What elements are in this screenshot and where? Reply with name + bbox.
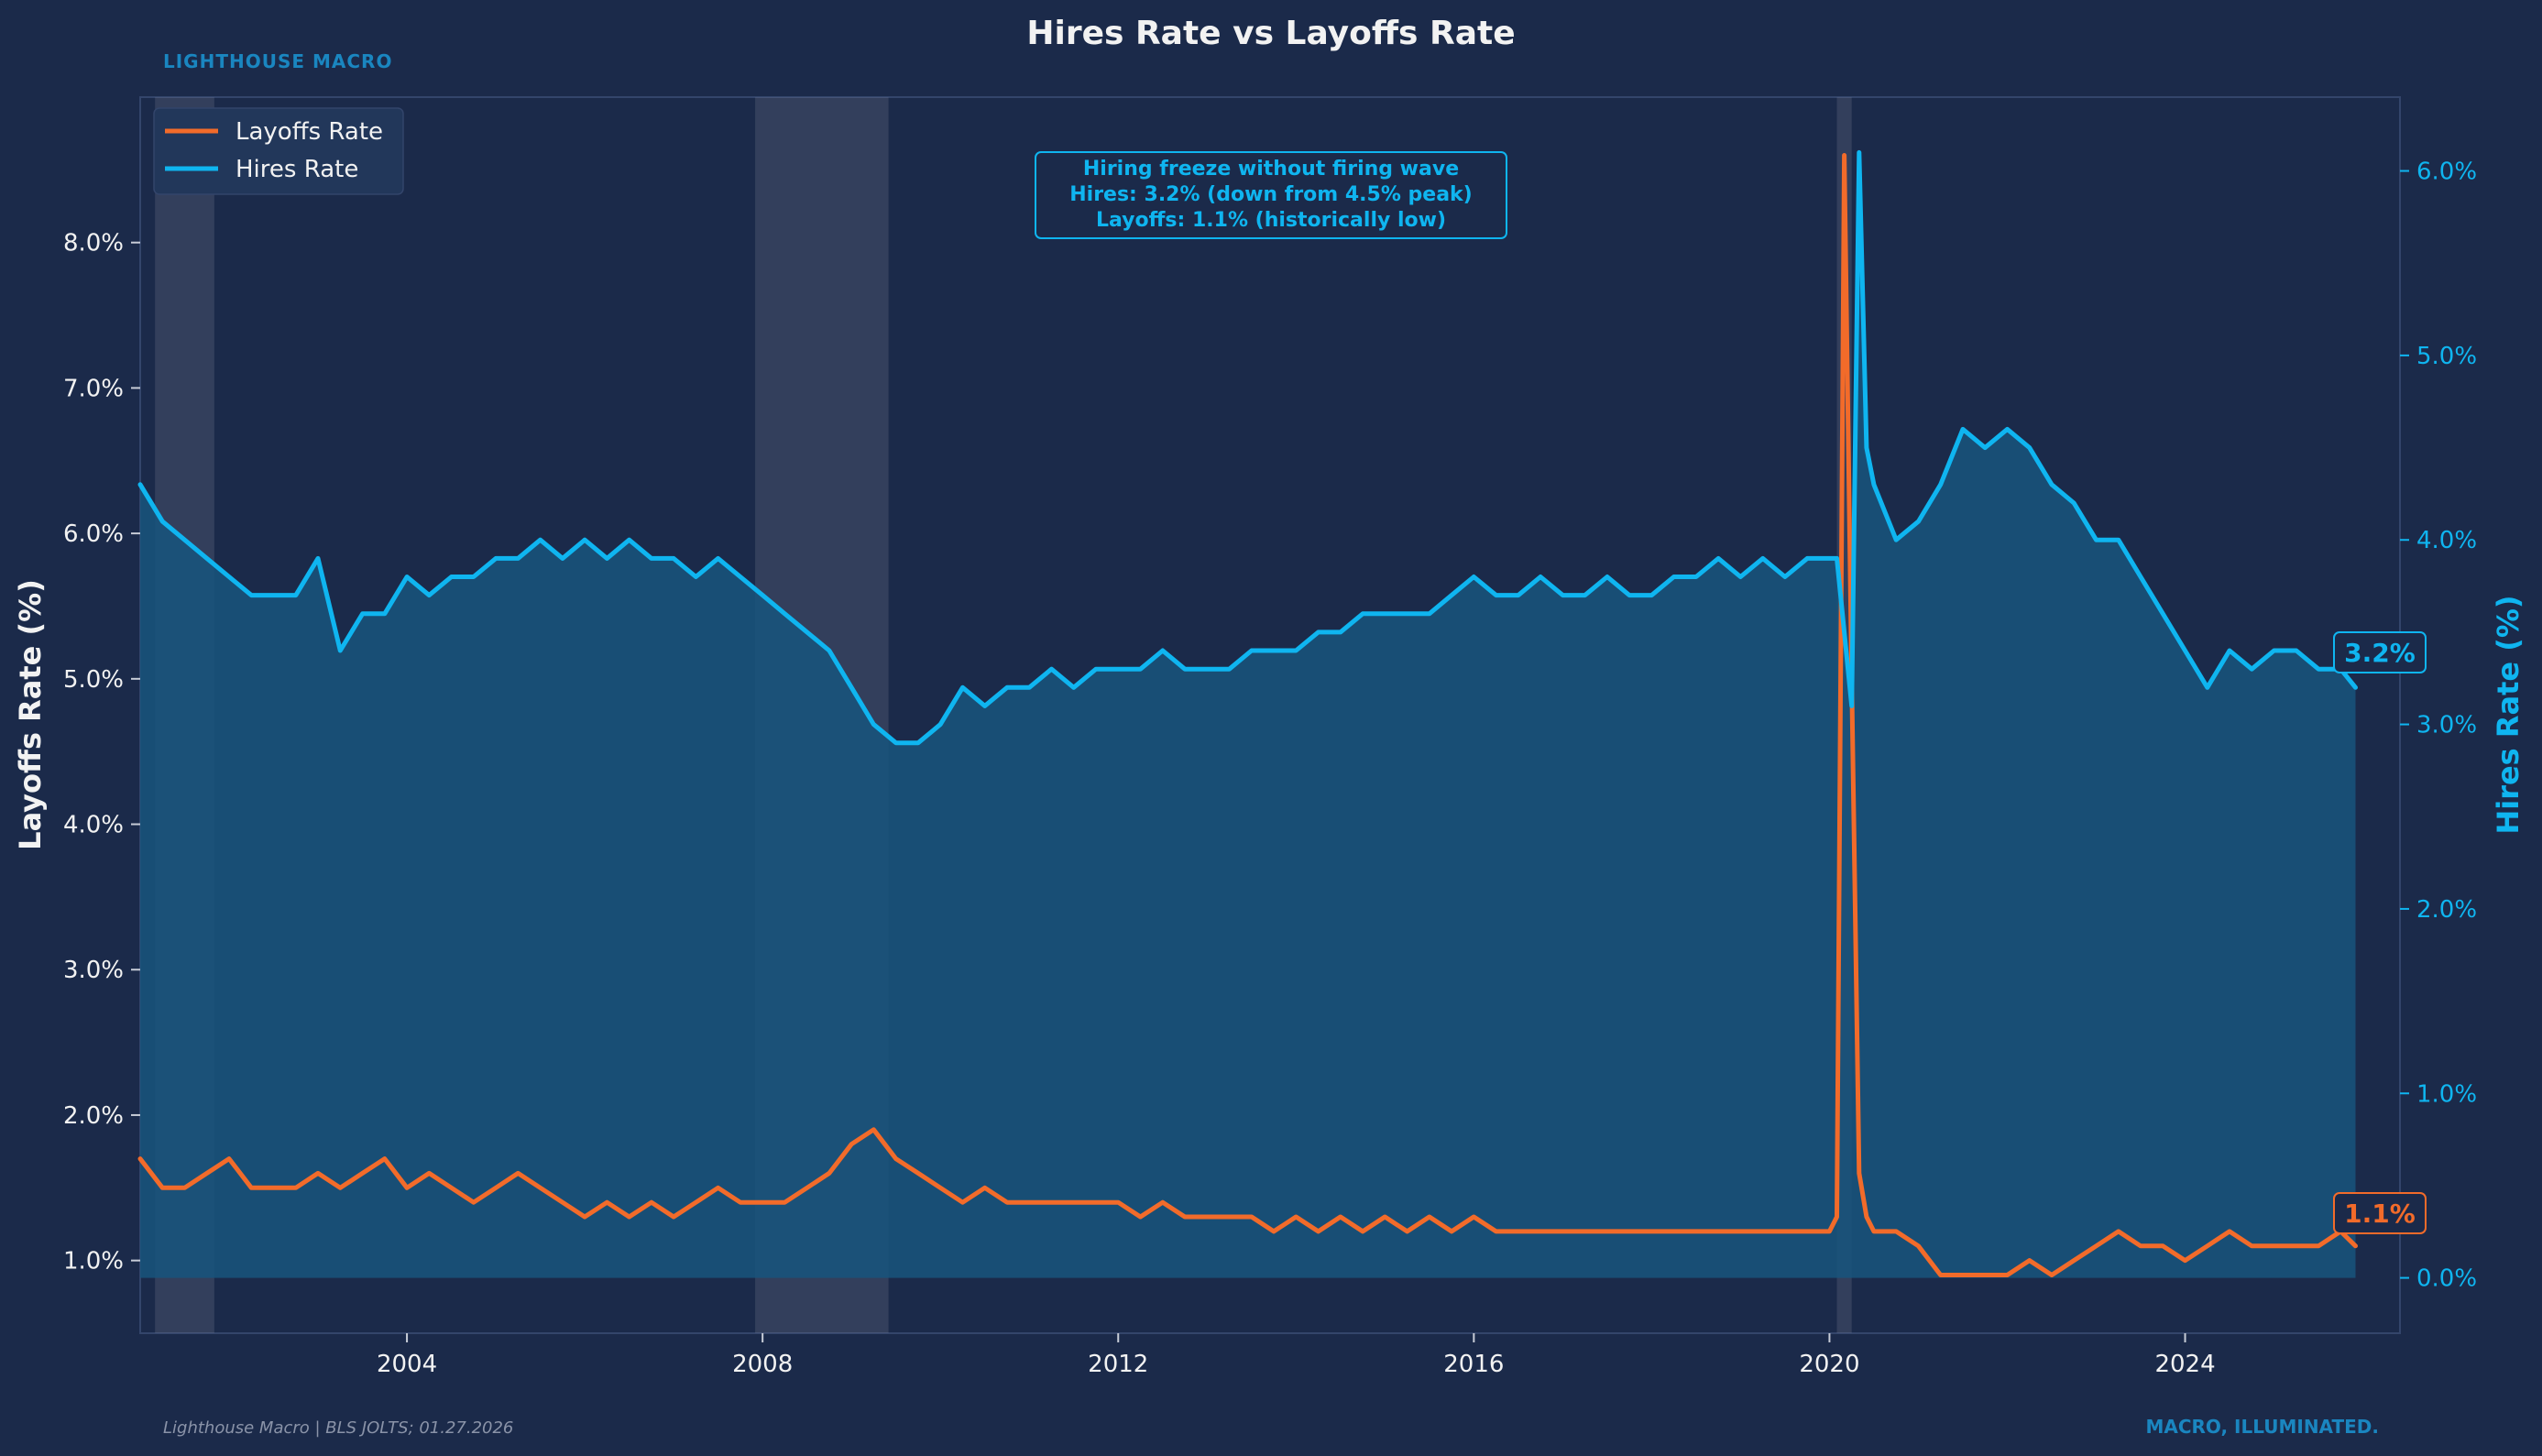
y-right-tick-label: 2.0% bbox=[2416, 896, 2477, 924]
y-right-tick-label: 1.0% bbox=[2416, 1080, 2477, 1108]
layoffs-rate-line bbox=[137, 153, 2358, 1277]
legend-label-hires: Hires Rate bbox=[236, 156, 358, 183]
y-right-tick-label: 6.0% bbox=[2416, 159, 2477, 186]
x-tick-label: 2012 bbox=[1088, 1351, 1148, 1378]
y-right-tick-label: 3.0% bbox=[2416, 712, 2477, 739]
hires-fill-area bbox=[140, 152, 2356, 1278]
y-left-tick-label: 4.0% bbox=[63, 812, 124, 839]
brand-label: LIGHTHOUSE MACRO bbox=[163, 50, 392, 72]
end-label-layoffs: 1.1% bbox=[2333, 1192, 2427, 1234]
x-tick-label: 2020 bbox=[1799, 1351, 1859, 1378]
series-lines bbox=[137, 149, 2358, 1277]
annotation-line-2: Hires: 3.2% (down from 4.5% peak) bbox=[1069, 183, 1473, 206]
y-left-tick-label: 5.0% bbox=[63, 666, 124, 694]
end-label-hires-text: 3.2% bbox=[2344, 638, 2416, 668]
end-label-layoffs-frame bbox=[2333, 1192, 2427, 1234]
legend: Layoffs Rate Hires Rate bbox=[153, 107, 404, 195]
x-tick-label: 2016 bbox=[1443, 1351, 1504, 1378]
axis-ticks: 2004 2008 2012 2016 2020 2024 1.0% 2.0% 3.0% 4.0%… bbox=[63, 159, 2477, 1378]
hires-rate-line bbox=[137, 149, 2358, 746]
x-tick-label: 2024 bbox=[2154, 1351, 2215, 1378]
y-right-axis-label: Hires Rate (%) bbox=[2491, 595, 2526, 834]
y-left-tick-label: 2.0% bbox=[63, 1102, 124, 1130]
end-label-hires-frame bbox=[2333, 631, 2427, 673]
x-tick-label: 2004 bbox=[377, 1351, 437, 1378]
y-right-tick-label: 5.0% bbox=[2416, 343, 2477, 370]
x-tick-label: 2008 bbox=[732, 1351, 793, 1378]
hires-area bbox=[140, 152, 2356, 1278]
annotation-line-1: Hiring freeze without firing wave bbox=[1083, 158, 1459, 181]
annotation-box: Hiring freeze without firing wave Hires:… bbox=[1035, 151, 1507, 239]
y-left-tick-label: 8.0% bbox=[63, 230, 124, 257]
y-left-tick-label: 7.0% bbox=[63, 375, 124, 402]
end-label-layoffs-text: 1.1% bbox=[2344, 1199, 2416, 1229]
chart-title: Hires Rate vs Layoffs Rate bbox=[1026, 15, 1515, 52]
annotation-line-3: Layoffs: 1.1% (historically low) bbox=[1096, 209, 1446, 232]
end-label-hires: 3.2% bbox=[2333, 631, 2427, 673]
footer-tagline: MACRO, ILLUMINATED. bbox=[2145, 1416, 2379, 1438]
footer-source: Lighthouse Macro | BLS JOLTS; 01.27.2026 bbox=[163, 1418, 513, 1438]
y-left-tick-label: 6.0% bbox=[63, 520, 124, 548]
y-right-tick-label: 4.0% bbox=[2416, 527, 2477, 554]
y-left-tick-label: 1.0% bbox=[63, 1248, 124, 1275]
y-left-axis-label: Layoffs Rate (%) bbox=[13, 579, 48, 850]
legend-label-layoffs: Layoffs Rate bbox=[236, 118, 383, 146]
y-right-tick-label: 0.0% bbox=[2416, 1265, 2477, 1293]
annotation-frame bbox=[1035, 151, 1507, 239]
y-left-tick-label: 3.0% bbox=[63, 957, 124, 984]
